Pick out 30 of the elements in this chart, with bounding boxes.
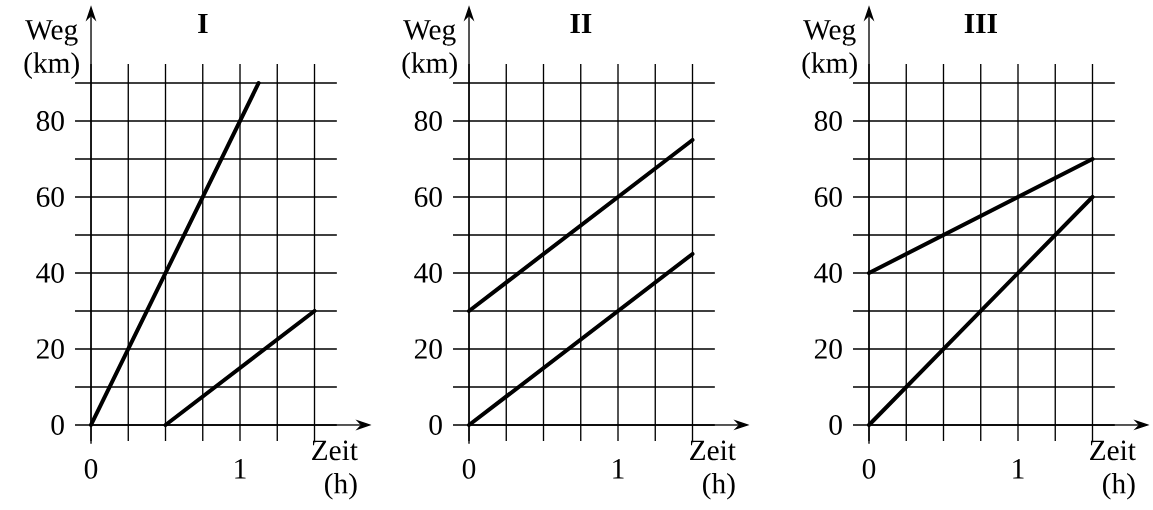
y-tick-label: 40 [36,263,64,283]
y-axis-title: Weg (km) [24,20,79,79]
y-tick-label: 60 [414,187,442,207]
y-tick-label: 60 [814,187,842,207]
chart-title: I [198,13,208,34]
y-axis-title: Weg (km) [402,20,457,79]
x-tick-label: 1 [235,459,246,479]
x-tick-label: 0 [862,459,876,479]
x-tick-label: 0 [84,459,98,479]
y-tick-label: 0 [829,415,842,435]
chart-title: II [570,13,592,34]
chart-title: III [964,13,997,34]
y-tick-label: 20 [814,339,842,359]
y-tick-label: 80 [814,111,842,131]
y-tick-label: 20 [414,339,442,359]
y-axis-title: Weg (km) [802,20,857,79]
y-tick-label: 40 [814,263,842,283]
y-tick-label: 0 [51,415,64,435]
y-tick-label: 60 [36,187,64,207]
y-tick-label: 40 [414,263,442,283]
x-axis-title: Zeit (h) [312,440,358,500]
x-tick-label: 1 [1013,459,1024,479]
y-tick-label: 80 [36,111,64,131]
x-tick-label: 0 [462,459,476,479]
x-axis-title: Zeit (h) [690,440,736,500]
y-tick-label: 0 [429,415,442,435]
y-tick-label: 20 [36,339,64,359]
x-axis-title: Zeit (h) [1090,440,1136,500]
y-tick-label: 80 [414,111,442,131]
x-tick-label: 1 [613,459,624,479]
